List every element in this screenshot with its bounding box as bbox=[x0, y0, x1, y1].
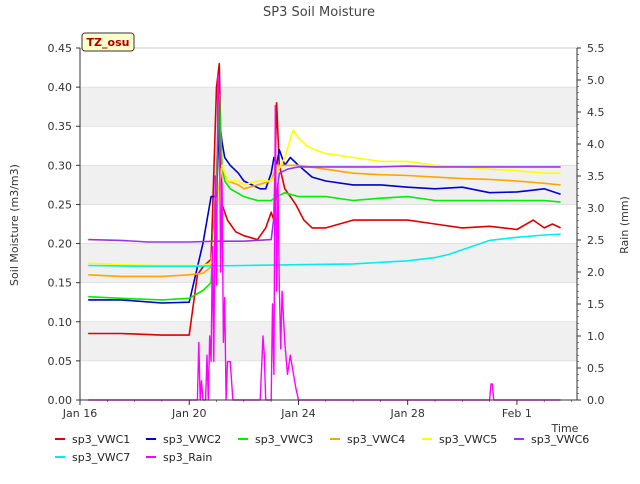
legend-label: sp3_VWC5 bbox=[439, 433, 497, 446]
y-axis-label: Soil Moisture (m3/m3) bbox=[8, 164, 21, 286]
x-axis-label: Time bbox=[551, 422, 579, 435]
y2-tick-label: 0.5 bbox=[587, 362, 605, 375]
grid-bands bbox=[80, 86, 577, 401]
y-tick-label: 0.35 bbox=[48, 120, 73, 133]
y2-tick-label: 5.5 bbox=[587, 42, 605, 55]
y-tick-label: 0.20 bbox=[48, 238, 73, 251]
y2-axis-label: Rain (mm) bbox=[618, 196, 631, 254]
y-tick-label: 0.00 bbox=[48, 394, 73, 407]
y-tick-label: 0.45 bbox=[48, 42, 73, 55]
x-tick-label: Jan 24 bbox=[280, 407, 315, 420]
grid-band bbox=[80, 321, 577, 361]
legend-label: sp3_Rain bbox=[163, 451, 212, 464]
legend-label: sp3_VWC3 bbox=[255, 433, 313, 446]
series-line-sp3_VWC7 bbox=[88, 233, 561, 268]
x-tick-label: Feb 1 bbox=[502, 407, 532, 420]
legend-label: sp3_VWC6 bbox=[531, 433, 589, 446]
y2-tick-label: 1.0 bbox=[587, 330, 605, 343]
legend-label: sp3_VWC2 bbox=[163, 433, 221, 446]
legend-label: sp3_VWC4 bbox=[347, 433, 405, 446]
series-layer bbox=[88, 62, 561, 401]
y2-tick-label: 2.5 bbox=[587, 234, 605, 247]
y2-tick-label: 2.0 bbox=[587, 266, 605, 279]
grid-band bbox=[80, 165, 577, 205]
y2-tick-label: 4.5 bbox=[587, 106, 605, 119]
grid-band bbox=[80, 87, 577, 127]
y-tick-label: 0.25 bbox=[48, 198, 73, 211]
legend: sp3_VWC1 sp3_VWC2 sp3_VWC3 sp3_VWC4 sp3_VWC5… bbox=[55, 433, 589, 464]
legend-label: sp3_VWC7 bbox=[72, 451, 130, 464]
y2-tick-label: 3.5 bbox=[587, 170, 605, 183]
y-tick-label: 0.40 bbox=[48, 81, 73, 94]
legend-label: sp3_VWC1 bbox=[72, 433, 130, 446]
y-tick-label: 0.15 bbox=[48, 277, 73, 290]
site-badge: TZ_osu bbox=[81, 32, 135, 52]
x-tick-label: Jan 16 bbox=[62, 407, 97, 420]
series-line-sp3_VWC5 bbox=[88, 129, 561, 267]
y2-tick-label: 1.5 bbox=[587, 298, 605, 311]
y2-tick-label: 0.0 bbox=[587, 394, 605, 407]
chart-title: SP3 Soil Moisture bbox=[263, 5, 375, 20]
y2-tick-label: 5.0 bbox=[587, 74, 605, 87]
site-badge-box bbox=[81, 32, 135, 52]
series-line-sp3_VWC6 bbox=[88, 165, 561, 243]
y2-tick-label: 4.0 bbox=[587, 138, 605, 151]
y-tick-label: 0.30 bbox=[48, 159, 73, 172]
series-line-sp3_VWC3 bbox=[88, 94, 561, 301]
x-tick-label: Jan 28 bbox=[389, 407, 424, 420]
series-line-sp3_VWC4 bbox=[88, 164, 561, 278]
site-badge-text: TZ_osu bbox=[87, 36, 130, 49]
y-tick-label: 0.10 bbox=[48, 316, 73, 329]
x-tick-label: Jan 20 bbox=[171, 407, 206, 420]
y-tick-label: 0.05 bbox=[48, 355, 73, 368]
y-axis-left: 0.00 0.05 0.10 0.15 0.20 0.25 0.30 0.35 0.40 0.45 bbox=[48, 42, 81, 407]
y-axis-right: 0.0 0.5 1.0 1.5 2.0 2.5 3.0 3.5 4.0 4.5 5.0 5.5 bbox=[576, 42, 605, 407]
x-axis: Jan 16 Jan 20 Jan 24 Jan 28 Feb 1 bbox=[62, 399, 577, 420]
y2-tick-label: 3.0 bbox=[587, 202, 605, 215]
